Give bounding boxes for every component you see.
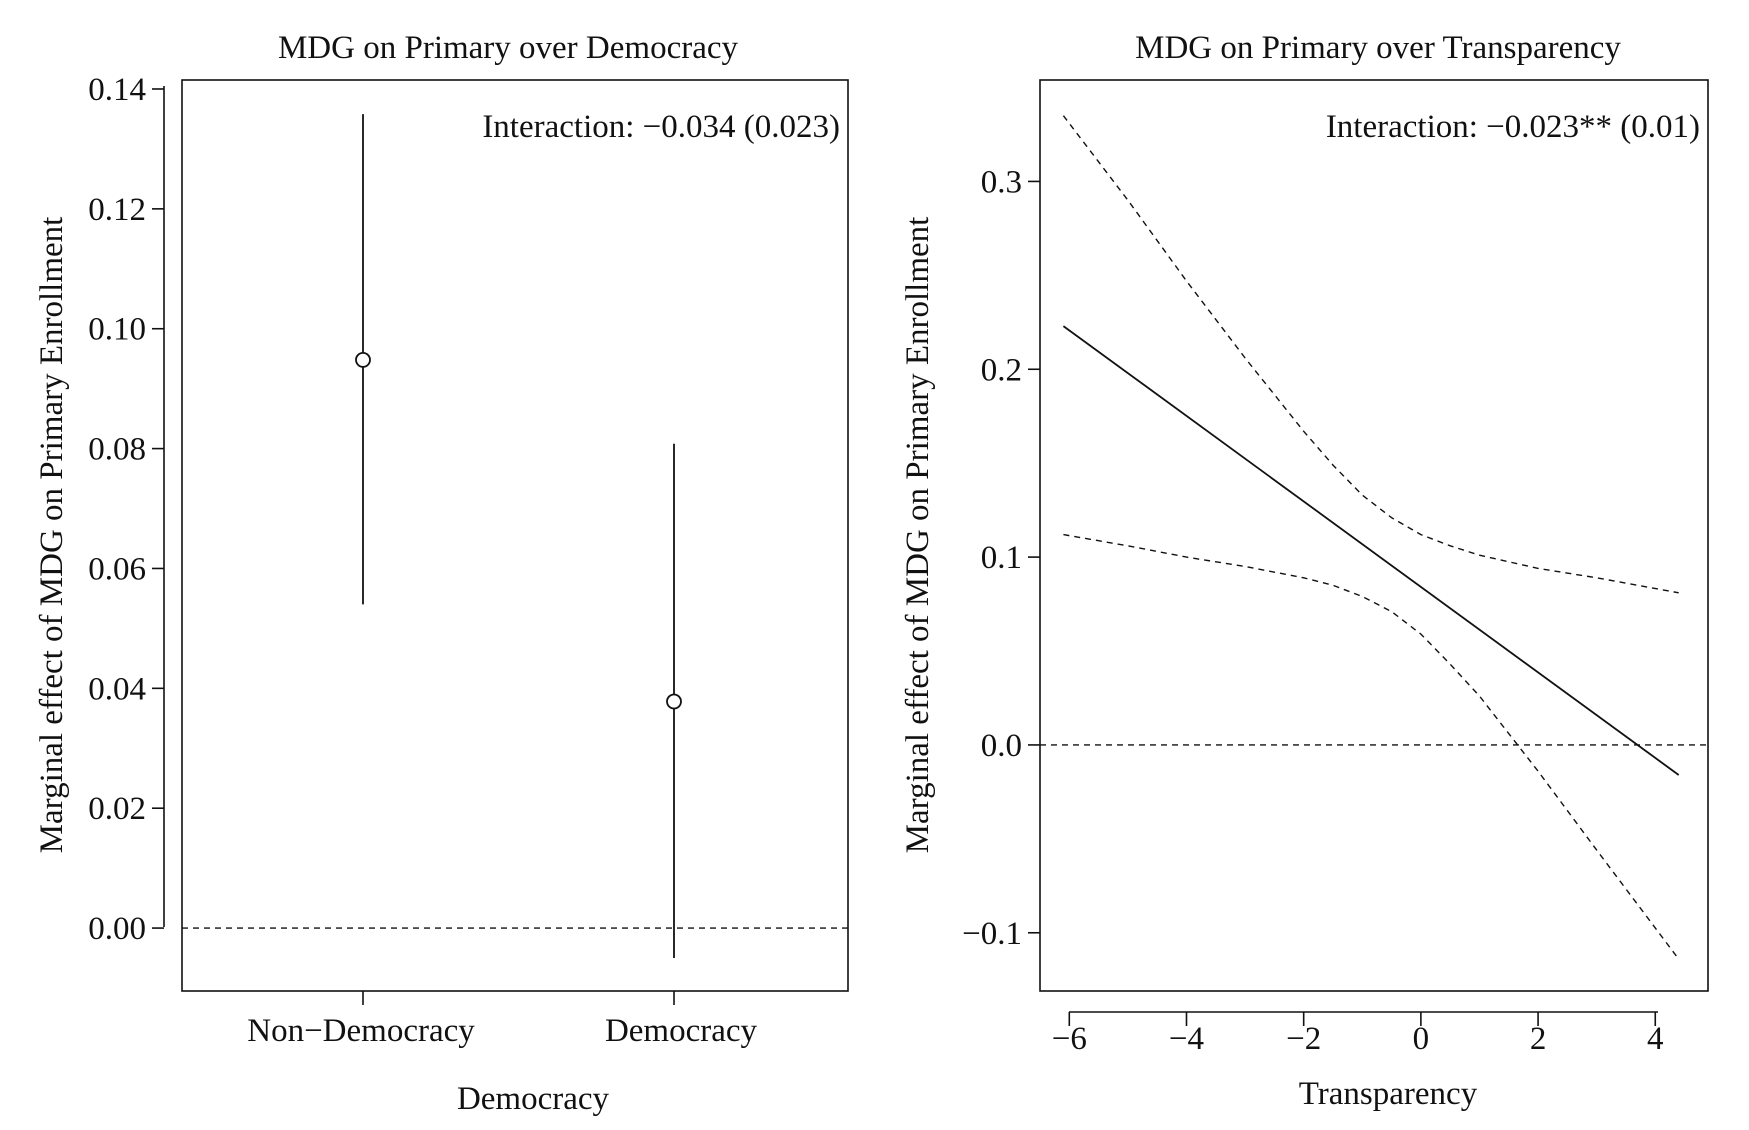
y-tick-label: 0.2 bbox=[981, 352, 1022, 388]
y-tick-label: 0.0 bbox=[981, 728, 1022, 764]
y-tick-label: 0.10 bbox=[88, 312, 146, 348]
x-tick-label: −6 bbox=[1052, 1021, 1087, 1057]
y-tick-label: 0.14 bbox=[88, 72, 146, 108]
y-tick-label: 0.02 bbox=[88, 791, 146, 827]
x-tick-label: −4 bbox=[1169, 1021, 1204, 1057]
y-tick-label: 0.04 bbox=[88, 671, 146, 707]
chart-title-right: MDG on Primary over Transparency bbox=[1135, 30, 1621, 66]
x-axis-label-left: Democracy bbox=[457, 1081, 610, 1117]
panel-democracy: MDG on Primary over Democracy Marginal e… bbox=[34, 30, 849, 1117]
series-lower-95-ci bbox=[1063, 533, 1680, 960]
point-estimate bbox=[666, 693, 682, 710]
series-marginal-effect bbox=[1062, 325, 1680, 776]
panel-transparency: MDG on Primary over Transparency Margina… bbox=[900, 30, 1709, 1112]
plot-frame-left bbox=[181, 79, 849, 992]
y-tick-label: −0.1 bbox=[962, 916, 1022, 952]
x-tick-label: −2 bbox=[1286, 1021, 1321, 1057]
estimates-left bbox=[355, 114, 682, 959]
y-tick-label: 0.3 bbox=[981, 164, 1022, 200]
x-tick-label: Democracy bbox=[605, 1013, 758, 1049]
y-tick-label: 0.08 bbox=[88, 432, 146, 468]
plot-frame-right bbox=[1039, 79, 1709, 992]
series-right bbox=[1062, 115, 1680, 960]
x-ticks-right: −6 −4 −2 0 2 4 bbox=[1052, 1012, 1664, 1057]
y-ticks-right: −0.1 0.0 0.1 0.2 0.3 bbox=[962, 164, 1040, 952]
interaction-annotation-left: Interaction: −0.034 (0.023) bbox=[482, 109, 840, 145]
point-estimate bbox=[355, 351, 371, 368]
x-ticks-left: Non−Democracy Democracy bbox=[247, 991, 758, 1049]
series-upper-95-ci bbox=[1062, 115, 1679, 594]
y-tick-label: 0.1 bbox=[981, 540, 1022, 576]
x-tick-label: 4 bbox=[1647, 1021, 1664, 1057]
chart-title-left: MDG on Primary over Democracy bbox=[278, 30, 739, 66]
interaction-annotation-right: Interaction: −0.023** (0.01) bbox=[1326, 109, 1700, 145]
x-tick-label: 2 bbox=[1530, 1021, 1547, 1057]
y-ticks-left: 0.00 0.02 0.04 0.06 0.08 0.10 0.12 0.14 bbox=[88, 72, 164, 947]
x-tick-label: Non−Democracy bbox=[247, 1013, 475, 1049]
y-tick-label: 0.12 bbox=[88, 192, 146, 228]
y-tick-label: 0.00 bbox=[88, 911, 146, 947]
x-tick-label: 0 bbox=[1413, 1021, 1430, 1057]
x-axis-label-right: Transparency bbox=[1299, 1076, 1478, 1112]
y-axis-label-left: Marginal effect of MDG on Primary Enroll… bbox=[34, 217, 70, 854]
y-tick-label: 0.06 bbox=[88, 551, 146, 587]
y-axis-label-right: Marginal effect of MDG on Primary Enroll… bbox=[900, 217, 936, 854]
